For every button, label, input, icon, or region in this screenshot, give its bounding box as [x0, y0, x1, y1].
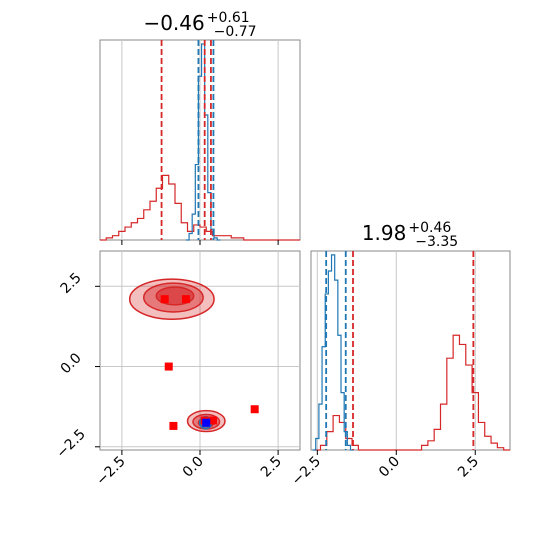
top-left-title-value: −0.46	[143, 11, 204, 35]
top-left-quantile-lines	[160, 40, 215, 240]
bottom-left-marker	[209, 416, 218, 425]
bottom-right-title-upper: +0.46	[408, 220, 451, 236]
bottom-left-x-tick-label: −2.5	[93, 454, 128, 489]
bottom-left-y-tick-label: −2.5	[53, 426, 88, 461]
bottom-left-marker	[250, 405, 259, 414]
bottom-right-title: 1.98 +0.46 −3.35	[362, 220, 458, 250]
bottom-right-x-tick-label: 2.5	[455, 454, 482, 481]
top-left-histogram-panel: −0.46 +0.61 −0.77	[99, 10, 301, 245]
bottom-left-marker	[169, 421, 178, 430]
bottom-right-title-value: 1.98	[362, 221, 407, 245]
bottom-left-y-tick-label: 2.5	[58, 270, 85, 297]
bottom-right-x-tick-label: −2.5	[289, 454, 324, 489]
bottom-right-histogram-panel: −2.5 0.0 2.5 1.98 +0.46 −3.35	[289, 220, 511, 489]
bottom-right-grid	[316, 251, 476, 450]
bottom-left-marker	[164, 362, 173, 371]
bottom-left-y-tick-label: 0.0	[58, 350, 85, 377]
top-left-x-ticks	[121, 240, 279, 245]
top-left-title: −0.46 +0.61 −0.77	[143, 10, 256, 40]
top-left-title-lower: −0.77	[214, 24, 257, 40]
bottom-right-x-ticks: −2.5 0.0 2.5	[289, 450, 482, 489]
bottom-left-marker	[160, 295, 169, 304]
bottom-right-x-tick-label: 0.0	[376, 454, 403, 481]
bottom-left-x-tick-label: 0.0	[180, 454, 207, 481]
bottom-right-quantile-lines	[325, 251, 475, 450]
bottom-right-series	[312, 254, 510, 451]
bottom-left-marker	[202, 418, 211, 427]
bottom-left-contour-panel: −2.5 0.0 2.5 −2.5 0.0 2.5	[53, 250, 301, 489]
top-left-series-0-step	[100, 174, 300, 241]
top-left-grid	[121, 40, 279, 240]
bottom-left-x-tick-label: 2.5	[258, 454, 285, 481]
bottom-left-marker	[181, 295, 190, 304]
bottom-left-points	[160, 295, 259, 430]
bottom-right-series-1-step	[312, 254, 354, 451]
bottom-right-title-lower: −3.35	[415, 234, 458, 250]
top-left-title-upper: +0.61	[207, 10, 250, 26]
